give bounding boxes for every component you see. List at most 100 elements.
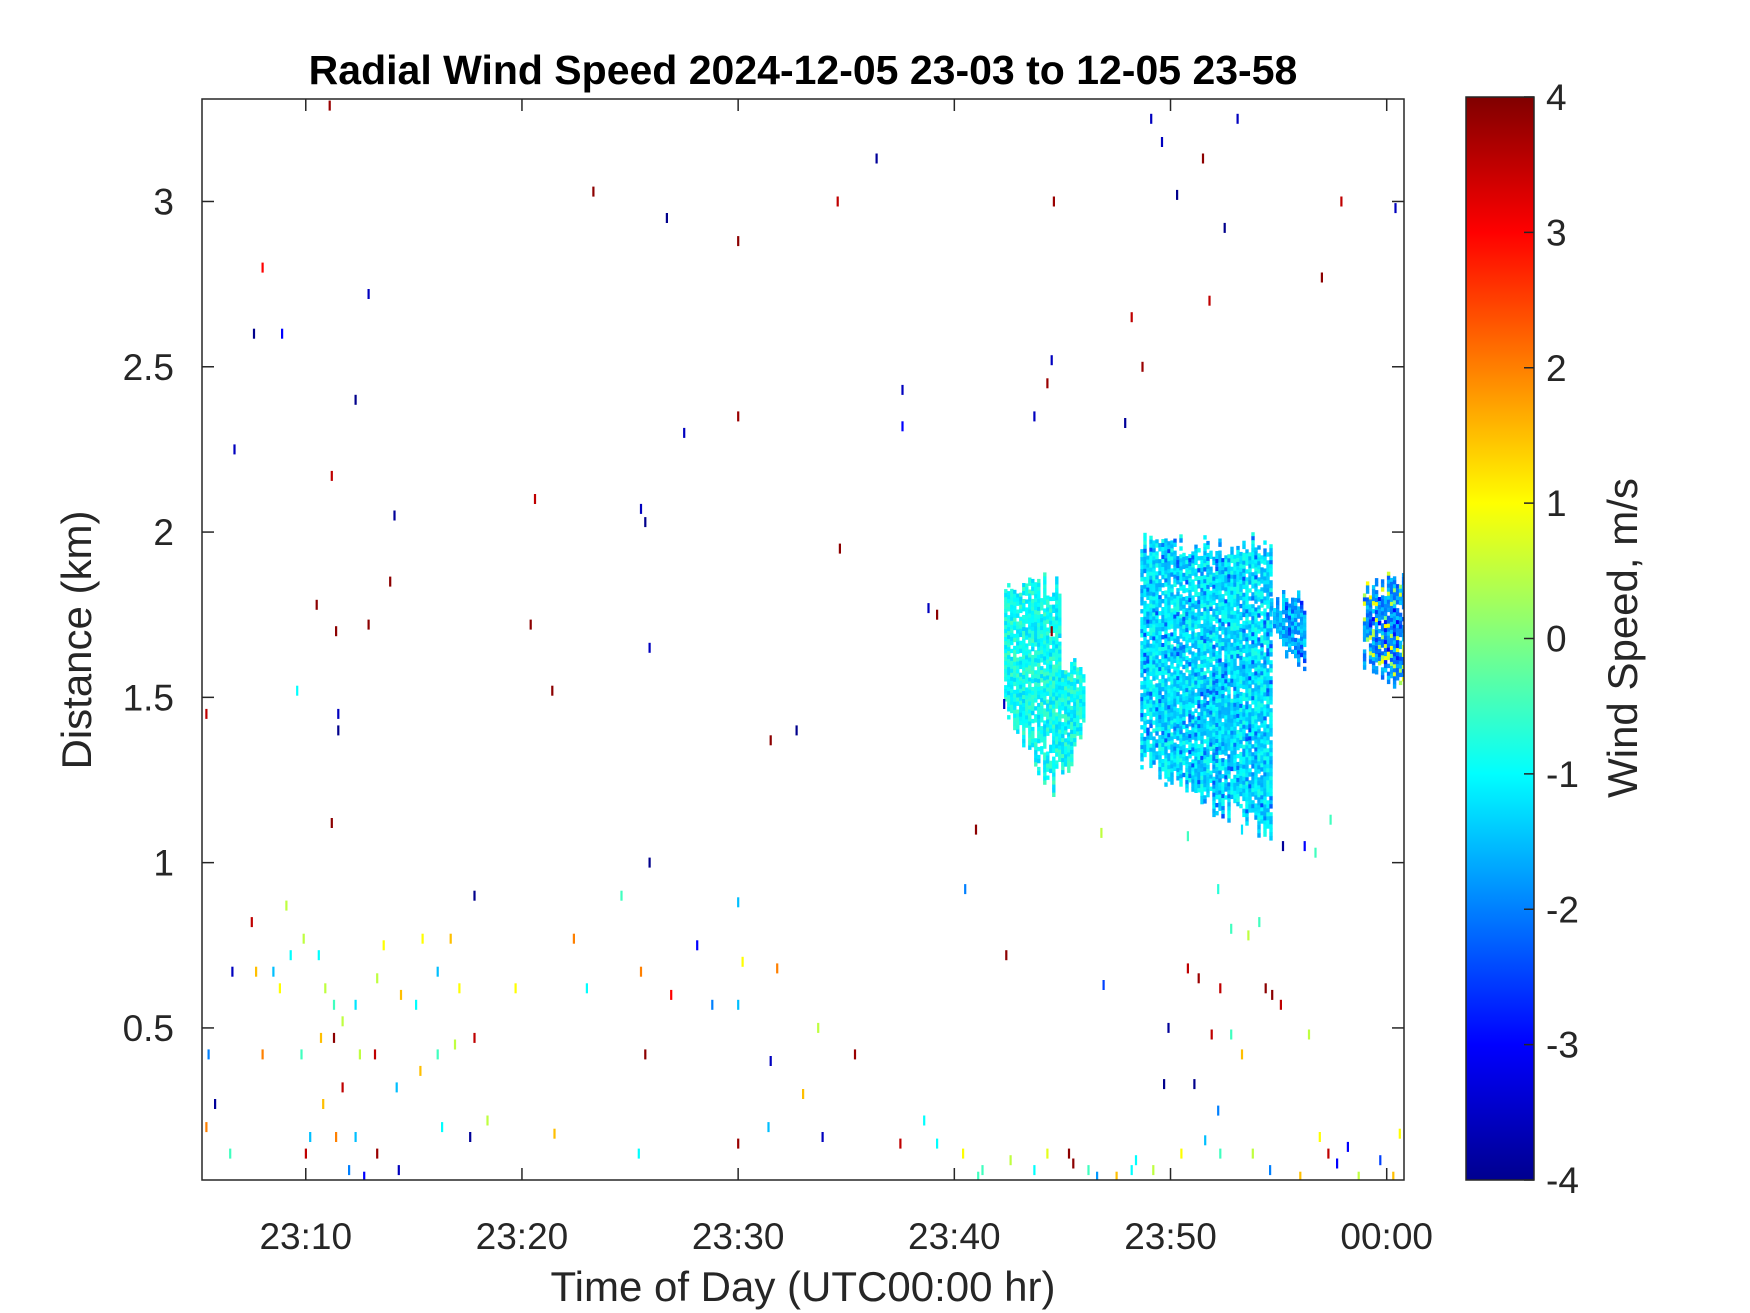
- heatmap-cell: [1300, 624, 1304, 630]
- heatmap-cell: [1058, 641, 1062, 646]
- heatmap-cell: [1052, 728, 1056, 733]
- heatmap-cell: [1164, 750, 1168, 755]
- heatmap-cell: [1185, 780, 1189, 785]
- heatmap-cell: [1242, 724, 1246, 730]
- heatmap-cell: [1401, 589, 1404, 594]
- heatmap-cell: [1215, 687, 1219, 692]
- heatmap-cell: [1230, 546, 1234, 552]
- heatmap-cell: [1176, 648, 1180, 653]
- heatmap-cell: [1010, 592, 1014, 598]
- heatmap-cell: [1395, 616, 1400, 621]
- heatmap-cell: [1254, 563, 1258, 568]
- heatmap-cell: [1200, 651, 1204, 657]
- heatmap-cell: [1010, 588, 1014, 594]
- heatmap-cell: [1200, 635, 1204, 641]
- heatmap-cell: [1194, 584, 1198, 589]
- heatmap-cell: [1242, 684, 1246, 690]
- heatmap-cell: [1254, 575, 1258, 580]
- heatmap-point: [592, 186, 595, 197]
- heatmap-cell: [1215, 675, 1219, 680]
- heatmap-cell: [1155, 647, 1159, 652]
- heatmap-cell: [1224, 783, 1228, 788]
- heatmap-cell: [1185, 708, 1189, 713]
- heatmap-point: [473, 890, 476, 901]
- x-tick-label: 23:50: [1124, 1216, 1217, 1257]
- heatmap-cell: [1233, 582, 1237, 588]
- heatmap-cell: [1155, 687, 1159, 692]
- heatmap-cell: [1043, 572, 1047, 577]
- heatmap-cell: [1197, 580, 1201, 585]
- heatmap-cell: [1254, 727, 1258, 732]
- heatmap-cell: [1034, 698, 1038, 703]
- heatmap-cell: [1380, 671, 1385, 676]
- heatmap-cell: [1203, 715, 1207, 720]
- heatmap-cell: [1170, 616, 1174, 621]
- heatmap-cell: [1251, 792, 1255, 797]
- heatmap-cell: [1140, 617, 1144, 622]
- heatmap-cell: [1371, 653, 1376, 658]
- heatmap-point: [853, 1049, 857, 1060]
- heatmap-cell: [1206, 776, 1210, 782]
- heatmap-cell: [1212, 760, 1216, 766]
- heatmap-cell: [1046, 631, 1050, 636]
- heatmap-cell: [1146, 659, 1150, 664]
- heatmap-cell: [1245, 677, 1249, 682]
- heatmap-cell: [1025, 663, 1029, 668]
- heatmap-cell: [1200, 679, 1204, 685]
- heatmap-cell: [1236, 581, 1240, 587]
- heatmap-cell: [1200, 643, 1204, 649]
- heatmap-cell: [1209, 606, 1213, 611]
- heatmap-cell: [1239, 707, 1243, 713]
- heatmap-cell: [1209, 618, 1213, 623]
- heatmap-cell: [1221, 690, 1225, 695]
- heatmap-cell: [1176, 652, 1180, 657]
- heatmap-cell: [1149, 687, 1153, 693]
- heatmap-cell: [1055, 608, 1059, 613]
- heatmap-cell: [1248, 672, 1252, 677]
- heatmap-cell: [1206, 676, 1210, 682]
- heatmap-point: [1329, 814, 1332, 825]
- heatmap-cell: [1300, 612, 1304, 618]
- heatmap-cell: [1200, 611, 1204, 617]
- heatmap-cell: [1013, 689, 1017, 695]
- heatmap-cell: [1022, 679, 1026, 684]
- heatmap-cell: [1215, 639, 1219, 644]
- heatmap-cell: [1040, 714, 1044, 719]
- heatmap-cell: [1303, 658, 1307, 664]
- heatmap-cell: [1158, 699, 1162, 704]
- x-axis: 23:10 23:20 23:30 23:40 23:50 00:00: [259, 99, 1433, 1257]
- heatmap-cell: [1263, 560, 1267, 565]
- heatmap-cell: [1176, 692, 1180, 697]
- heatmap-cell: [1389, 581, 1394, 587]
- heatmap-cell: [1173, 606, 1177, 611]
- heatmap-cell: [1197, 724, 1201, 729]
- heatmap-cell: [1230, 670, 1234, 676]
- heatmap-cell: [1242, 644, 1246, 650]
- heatmap-cell: [1188, 562, 1192, 567]
- heatmap-cell: [1395, 632, 1400, 637]
- heatmap-cell: [1236, 673, 1240, 679]
- heatmap-cell: [1155, 719, 1159, 724]
- heatmap-cell: [1242, 708, 1246, 714]
- heatmap-cell: [1061, 770, 1065, 775]
- heatmap-cell: [1218, 590, 1222, 595]
- heatmap-point: [341, 1082, 344, 1093]
- heatmap-cell: [1161, 743, 1165, 748]
- heatmap-cell: [1209, 702, 1213, 707]
- heatmap-cell: [1076, 691, 1080, 696]
- heatmap-cell: [1254, 679, 1258, 684]
- heatmap-cell: [1239, 571, 1243, 577]
- heatmap-cell: [1143, 716, 1147, 722]
- heatmap-data: [205, 100, 1404, 1180]
- heatmap-cell: [1212, 576, 1216, 582]
- heatmap-cell: [1236, 605, 1240, 611]
- heatmap-cell: [1146, 643, 1150, 648]
- heatmap-cell: [1257, 769, 1261, 774]
- heatmap-cell: [1046, 703, 1050, 708]
- heatmap-cell: [1179, 546, 1183, 551]
- heatmap-cell: [1185, 732, 1189, 737]
- heatmap-cell: [1209, 742, 1213, 747]
- heatmap-cell: [1239, 563, 1243, 569]
- heatmap-cell: [1185, 788, 1189, 793]
- heatmap-cell: [1221, 674, 1225, 679]
